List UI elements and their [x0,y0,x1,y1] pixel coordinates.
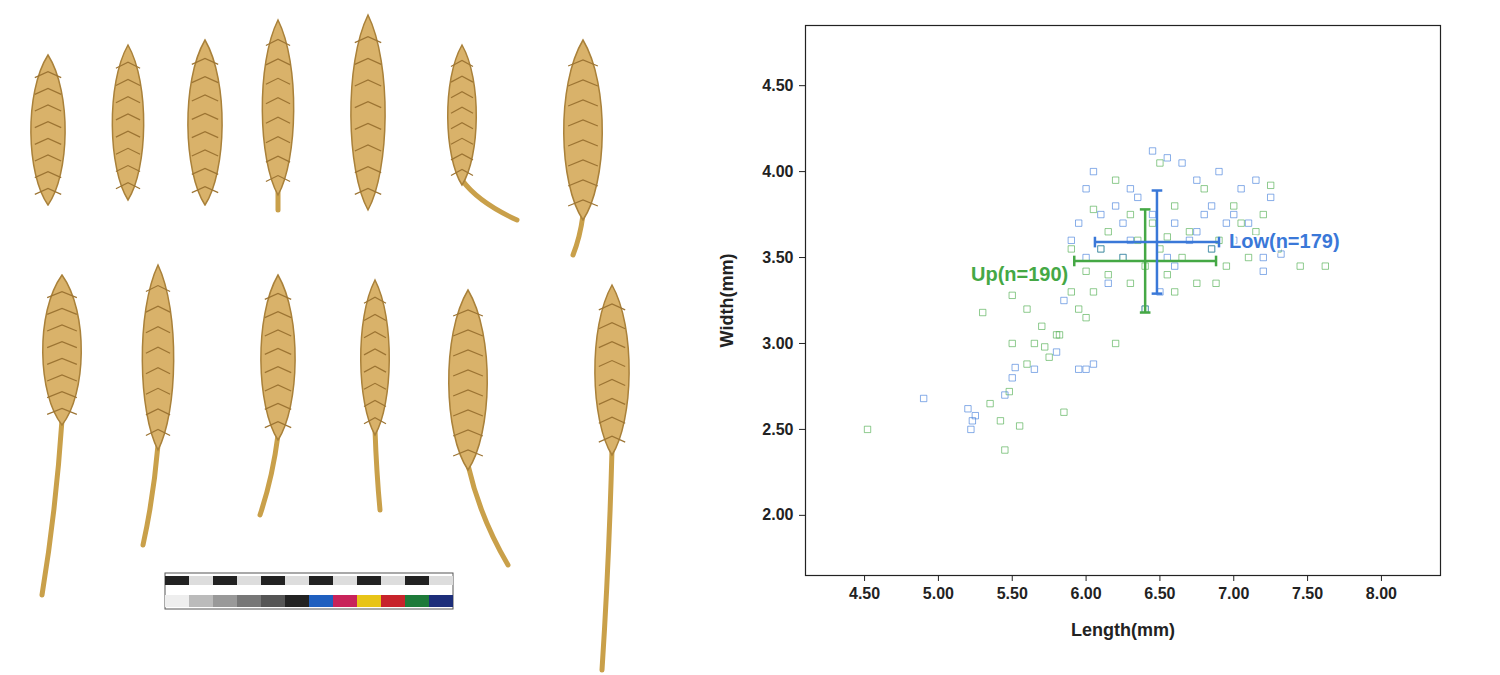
svg-text:Up(n=190): Up(n=190) [971,263,1068,285]
svg-text:Length(mm): Length(mm) [1071,620,1175,640]
svg-text:7.50: 7.50 [1292,585,1323,602]
svg-text:4.50: 4.50 [762,77,793,94]
svg-text:4.50: 4.50 [849,585,880,602]
svg-text:5.50: 5.50 [997,585,1028,602]
svg-text:6.50: 6.50 [1144,585,1175,602]
svg-text:2.50: 2.50 [762,421,793,438]
svg-text:2.00: 2.00 [762,506,793,523]
svg-text:5.00: 5.00 [923,585,954,602]
svg-text:8.00: 8.00 [1366,585,1397,602]
svg-text:6.00: 6.00 [1071,585,1102,602]
svg-text:Low(n=179): Low(n=179) [1229,230,1340,252]
svg-text:Width(mm): Width(mm) [717,254,737,348]
svg-text:7.00: 7.00 [1218,585,1249,602]
svg-text:3.00: 3.00 [762,335,793,352]
svg-text:3.50: 3.50 [762,249,793,266]
svg-text:4.00: 4.00 [762,163,793,180]
